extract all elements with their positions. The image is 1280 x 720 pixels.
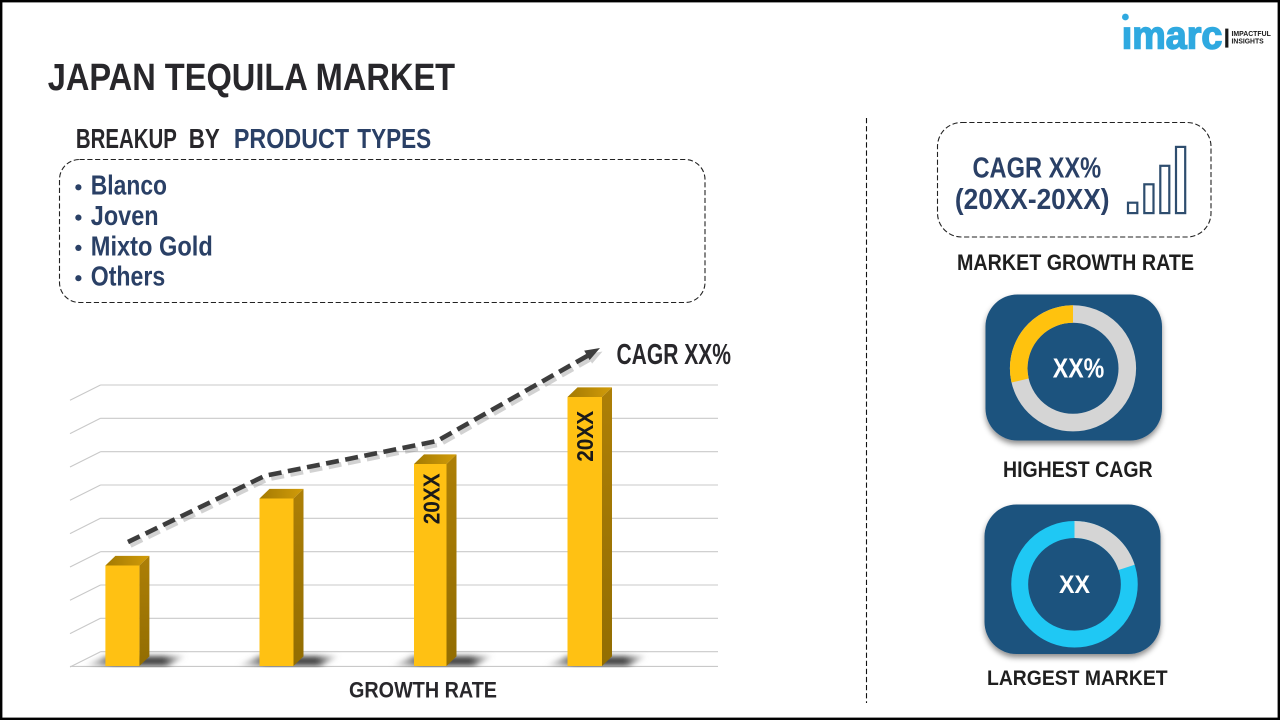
svg-text:CAGR XX%: CAGR XX% (972, 152, 1101, 184)
svg-text:XX%: XX% (1053, 352, 1105, 383)
svg-text:GROWTH RATE: GROWTH RATE (349, 678, 497, 703)
svg-text:Mixto Gold: Mixto Gold (91, 230, 213, 261)
svg-text:(20XX-20XX): (20XX-20XX) (955, 184, 1110, 216)
svg-text:LARGEST MARKET: LARGEST MARKET (987, 667, 1168, 690)
svg-text:Blanco: Blanco (91, 170, 167, 201)
svg-text:MARKET GROWTH RATE: MARKET GROWTH RATE (957, 250, 1194, 275)
svg-text:20XX: 20XX (419, 473, 445, 524)
svg-text:INSIGHTS: INSIGHTS (1232, 37, 1264, 46)
svg-text:Joven: Joven (91, 200, 159, 231)
svg-text:BY: BY (189, 123, 220, 154)
svg-text:XX: XX (1059, 572, 1090, 599)
svg-text:JAPAN TEQUILA MARKET: JAPAN TEQUILA MARKET (48, 57, 455, 99)
svg-text:ımarc: ımarc (1122, 14, 1223, 57)
svg-text:TYPES: TYPES (357, 123, 431, 154)
svg-text:IMPACTFUL: IMPACTFUL (1232, 29, 1272, 38)
svg-text:20XX: 20XX (572, 410, 598, 461)
svg-text:CAGR XX%: CAGR XX% (617, 339, 732, 371)
svg-text:BREAKUP: BREAKUP (76, 123, 177, 154)
svg-text:HIGHEST CAGR: HIGHEST CAGR (1003, 457, 1153, 482)
svg-text:PRODUCT: PRODUCT (234, 123, 349, 154)
svg-text:Others: Others (91, 261, 165, 292)
